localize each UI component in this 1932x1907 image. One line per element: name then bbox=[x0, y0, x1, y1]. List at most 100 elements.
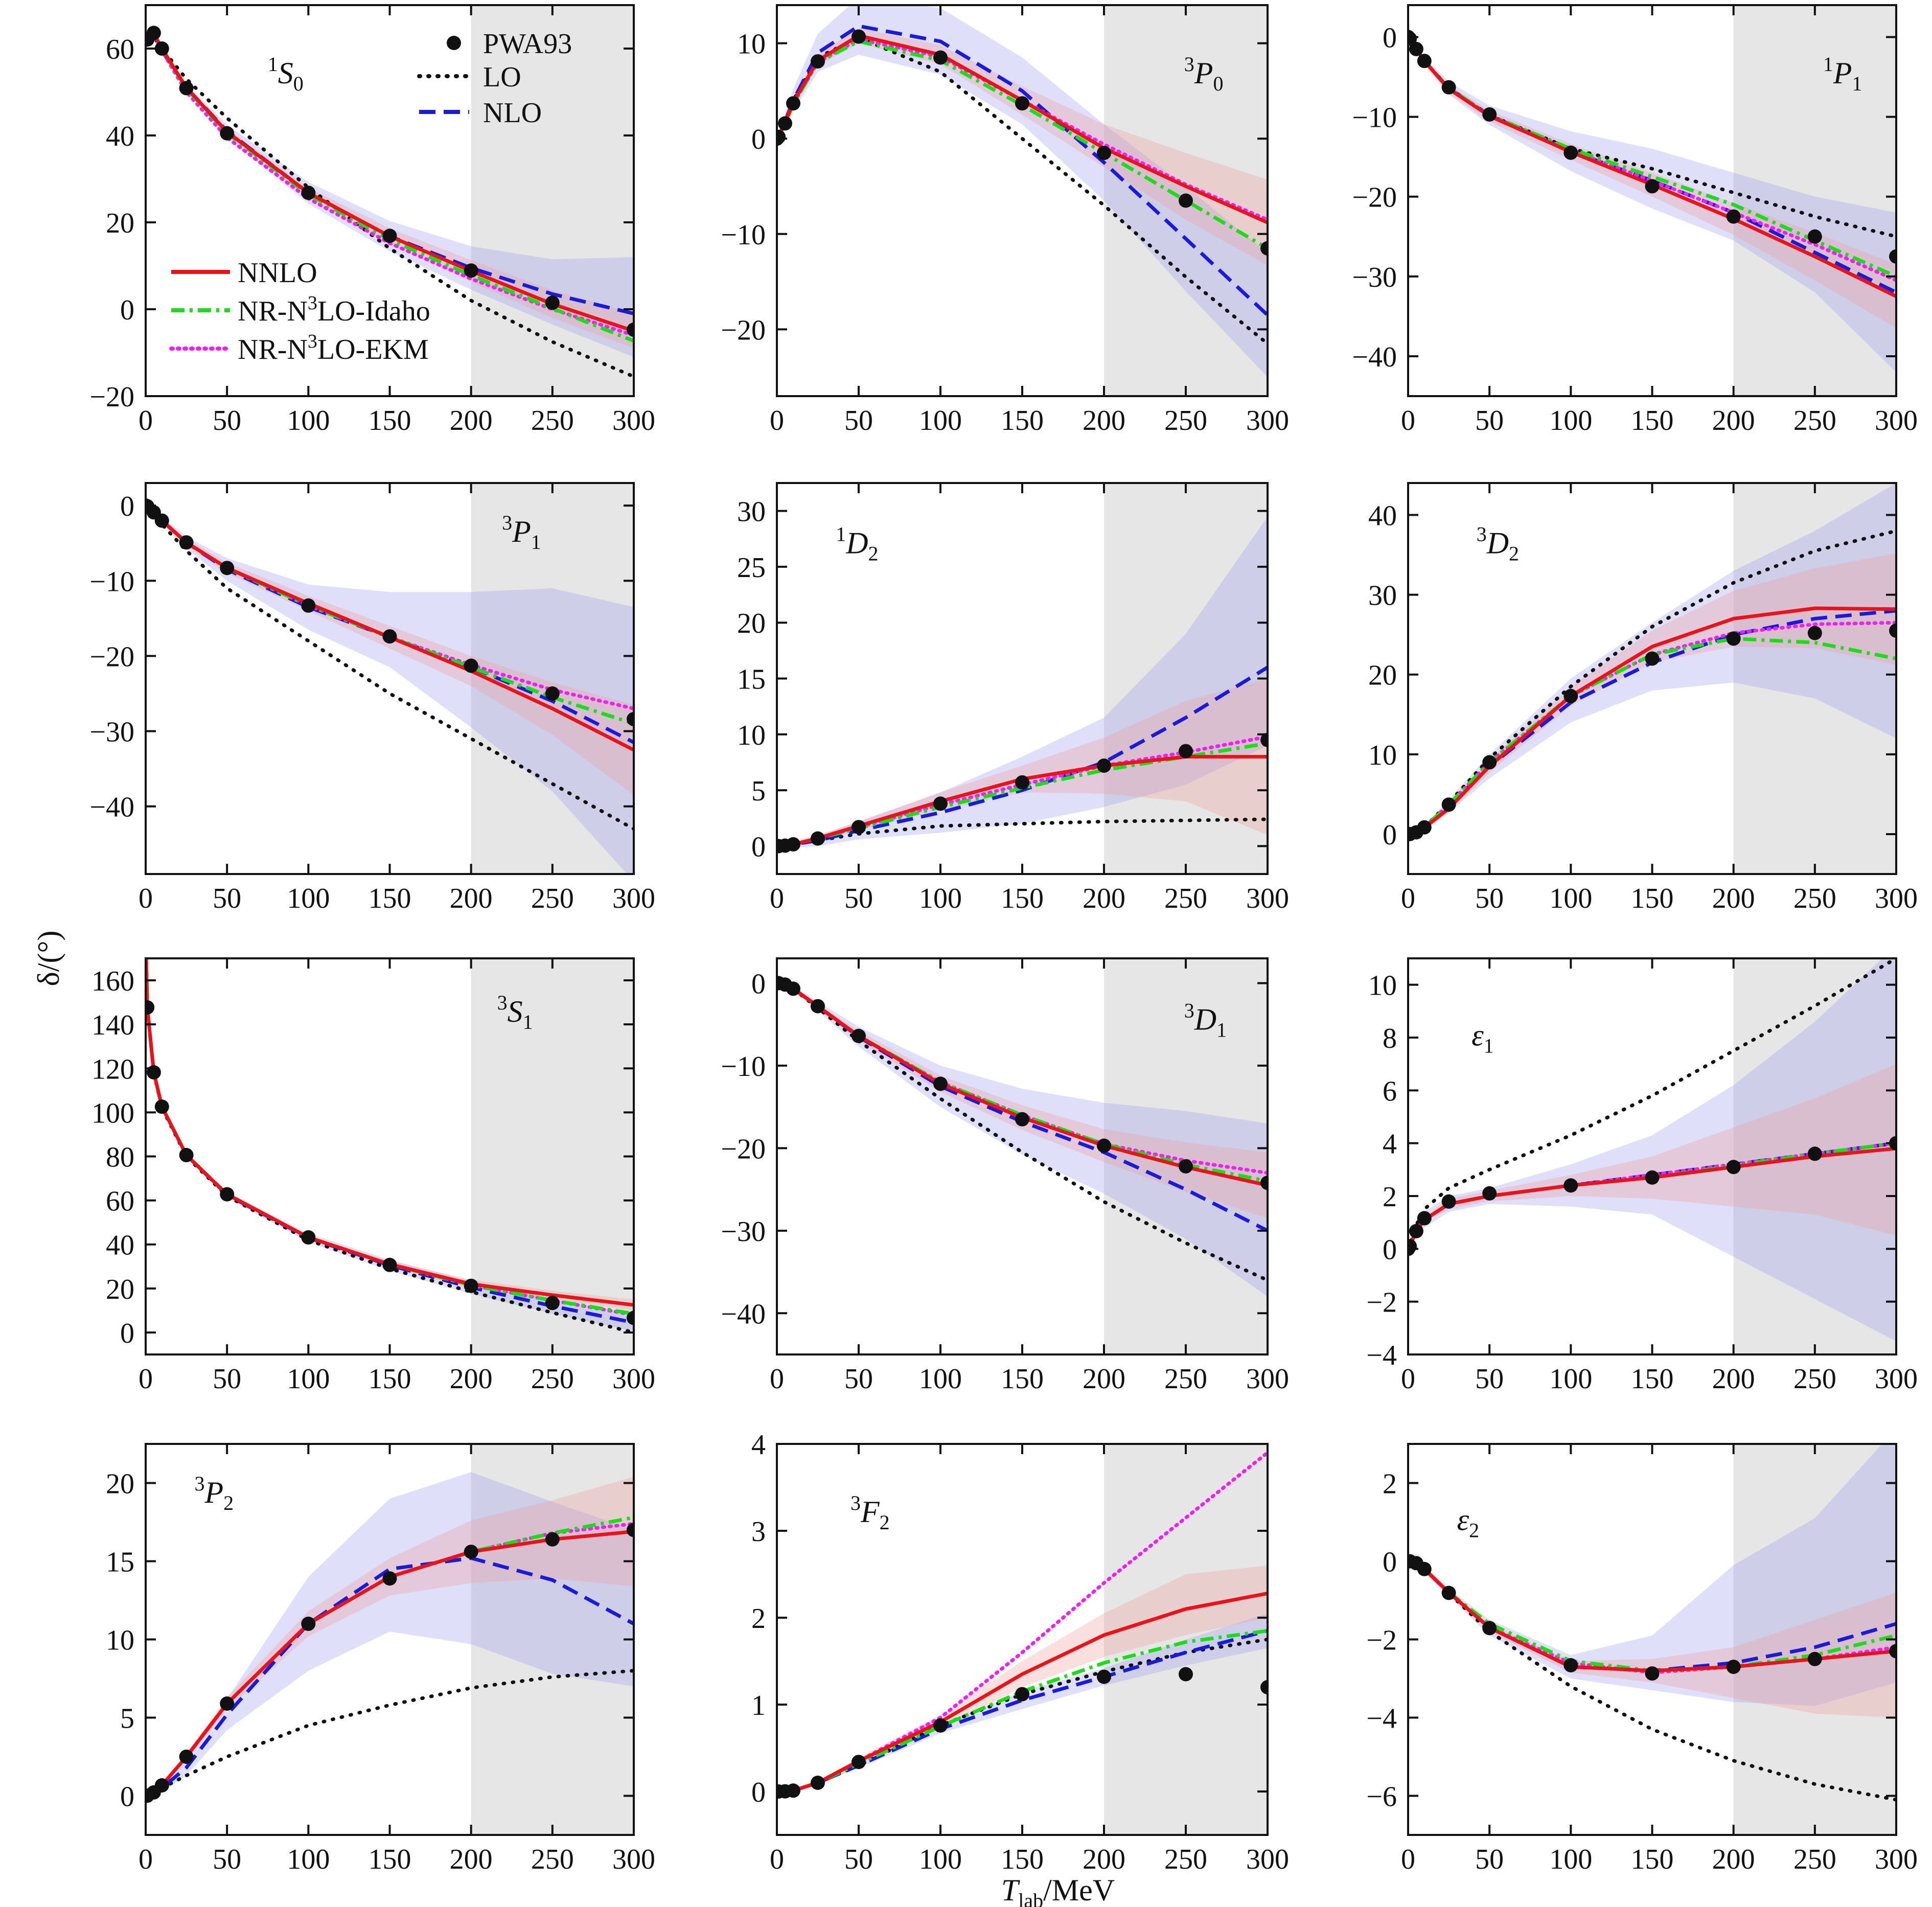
x-tick-label: 250 bbox=[1164, 1363, 1207, 1395]
pwa93-point bbox=[1645, 1170, 1660, 1185]
pwa93-point bbox=[1179, 193, 1193, 208]
x-tick-label: 150 bbox=[369, 883, 411, 914]
y-tick-label: 10 bbox=[737, 29, 766, 60]
x-tick-label: 300 bbox=[1246, 405, 1289, 436]
y-tick-label: −40 bbox=[1352, 341, 1397, 373]
y-tick-label: 20 bbox=[106, 208, 134, 239]
y-tick-label: 0 bbox=[751, 831, 766, 863]
pwa93-point bbox=[545, 1296, 560, 1311]
pwa93-point bbox=[1563, 145, 1578, 160]
nlo-uncertainty-band bbox=[146, 503, 634, 874]
y-tick-label: 160 bbox=[91, 966, 134, 997]
x-tick-label: 300 bbox=[1246, 1363, 1289, 1395]
nlo-uncertainty-band bbox=[146, 33, 634, 357]
lo-series-line bbox=[777, 1638, 1268, 1794]
legend: PWA93 LO NLO NNLO NR-N3LO-Idaho NR-N3LO-… bbox=[169, 28, 572, 365]
x-tick-label: 100 bbox=[287, 1363, 330, 1395]
legend-pwa-label: PWA93 bbox=[483, 28, 572, 60]
pwa93-point bbox=[154, 1099, 169, 1114]
partial-wave-label-sub: 2 bbox=[868, 542, 879, 565]
y-tick-label: 10 bbox=[737, 720, 766, 751]
x-axis-title: Tlab/MeV bbox=[1001, 1873, 1115, 1907]
pwa93-point bbox=[933, 1076, 948, 1091]
x-tick-label: 50 bbox=[213, 405, 241, 436]
x-tick-label: 0 bbox=[770, 405, 784, 436]
x-tick-label: 100 bbox=[1549, 405, 1592, 436]
x-tick-label: 300 bbox=[1246, 1844, 1289, 1875]
pwa93-point bbox=[139, 929, 153, 944]
pwa93-point bbox=[301, 186, 316, 200]
pwa93-point bbox=[464, 1545, 478, 1559]
partial-wave-label-sub: 1 bbox=[1852, 72, 1862, 95]
y-tick-label: 4 bbox=[751, 1429, 766, 1461]
x-tick-label: 300 bbox=[1875, 1844, 1918, 1875]
x-tick-label: 150 bbox=[1001, 1844, 1044, 1875]
x-tick-label: 0 bbox=[770, 1844, 784, 1875]
x-tick-label: 300 bbox=[612, 405, 655, 436]
partial-wave-label-sup: 1 bbox=[268, 53, 278, 76]
y-tick-label: −30 bbox=[89, 716, 134, 748]
pwa93-point bbox=[1015, 1112, 1029, 1127]
partial-wave-label-main: D bbox=[845, 526, 868, 560]
pwa93-point bbox=[1563, 1178, 1578, 1193]
partial-wave-label-main: P bbox=[204, 1476, 224, 1509]
x-tick-label: 200 bbox=[450, 883, 493, 914]
partial-wave-label-sub: 1 bbox=[523, 1010, 533, 1033]
pwa93-point bbox=[1645, 651, 1660, 666]
pwa93-point bbox=[852, 820, 866, 835]
x-tick-label: 200 bbox=[450, 405, 493, 436]
pwa93-point bbox=[464, 263, 478, 278]
panel-5: 0 50 100 150 200 250 300 0 5 10 15 20 25 30 1D2 bbox=[737, 482, 1289, 914]
x-tick-label: 200 bbox=[1083, 1844, 1125, 1875]
x-tick-label: 150 bbox=[1631, 1844, 1674, 1875]
pwa93-point bbox=[220, 1187, 235, 1202]
pwa93-point bbox=[1482, 755, 1497, 770]
x-tick-label: 0 bbox=[139, 405, 153, 436]
partial-wave-label-sup: 1 bbox=[836, 523, 846, 546]
pwa93-point bbox=[1563, 1658, 1578, 1672]
y-tick-label: −2 bbox=[1366, 1287, 1397, 1319]
pwa93-point bbox=[1260, 732, 1268, 747]
pwa93-point bbox=[179, 535, 194, 550]
nnlo-uncertainty-band bbox=[1408, 553, 1896, 835]
partial-wave-label-main: P bbox=[1833, 56, 1852, 90]
pwa93-point bbox=[1409, 1224, 1423, 1238]
pwa93-point bbox=[1260, 1680, 1268, 1694]
lo-series-line bbox=[146, 36, 634, 379]
pwa93-point bbox=[1408, 1239, 1417, 1254]
pwa93-point bbox=[1179, 744, 1193, 759]
pwa93-point bbox=[933, 1718, 948, 1733]
x-tick-label: 50 bbox=[844, 1363, 873, 1395]
pwa93-point bbox=[382, 1257, 397, 1272]
x-axis-title-main: T bbox=[1001, 1873, 1020, 1907]
partial-wave-label-sup: 3 bbox=[497, 991, 508, 1014]
partial-wave-label: 3P1 bbox=[502, 511, 541, 554]
partial-wave-label: ε2 bbox=[1457, 1503, 1480, 1542]
partial-wave-label-main: D bbox=[1486, 526, 1509, 560]
x-tick-label: 300 bbox=[1246, 883, 1289, 914]
partial-wave-label: 1S0 bbox=[268, 53, 304, 95]
partial-wave-label-main: S bbox=[278, 56, 293, 90]
y-tick-label: 0 bbox=[120, 1781, 134, 1813]
pwa93-point bbox=[852, 29, 866, 44]
partial-wave-label-main: P bbox=[512, 515, 531, 548]
y-axis-title: δ/(°) bbox=[32, 931, 65, 986]
x-tick-label: 250 bbox=[531, 405, 574, 436]
x-tick-label: 250 bbox=[531, 1363, 574, 1395]
y-tick-label: 2 bbox=[1383, 1468, 1397, 1500]
pwa93-point bbox=[154, 513, 169, 528]
pwa93-point bbox=[301, 1230, 316, 1245]
y-tick-label: −40 bbox=[721, 1298, 766, 1330]
partial-wave-label-sub: 0 bbox=[293, 72, 304, 95]
partial-wave-label-sup: 1 bbox=[1823, 53, 1833, 76]
y-tick-label: −40 bbox=[89, 792, 134, 823]
pwa93-point bbox=[1097, 1669, 1111, 1684]
panel-7: 0 50 100 150 200 250 300 0 20 40 60 80 100 120 140 160 3… bbox=[91, 929, 655, 1395]
nlo-uncertainty-band bbox=[777, 516, 1268, 848]
pwa93-point bbox=[1441, 80, 1456, 95]
